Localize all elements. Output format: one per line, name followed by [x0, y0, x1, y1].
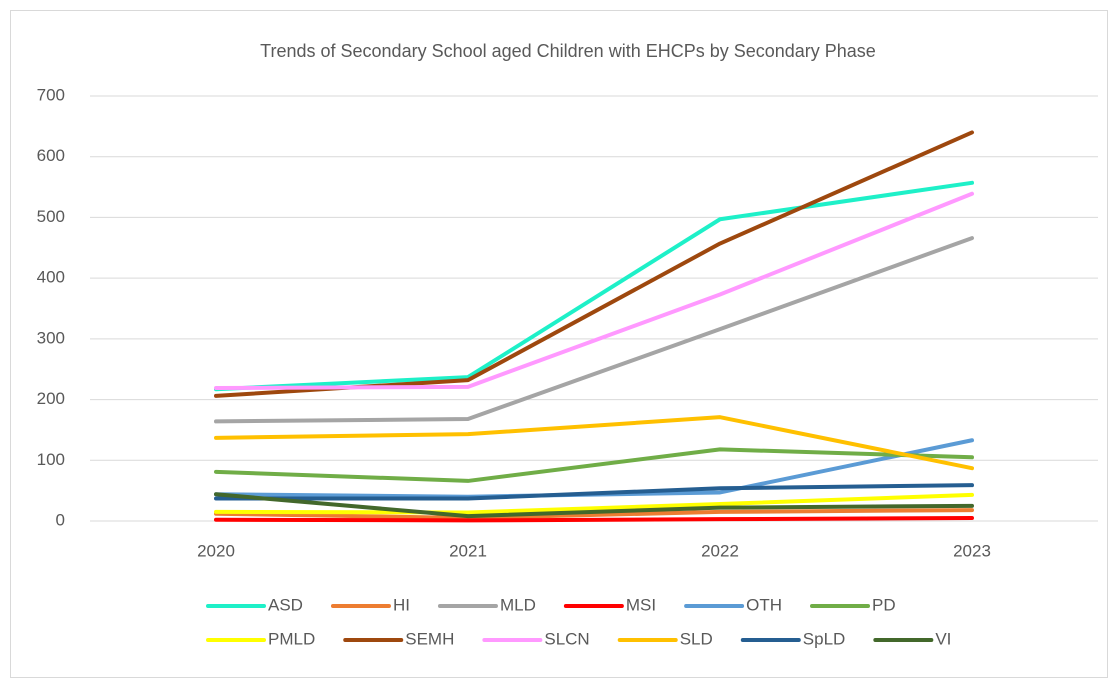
legend-label: ASD [268, 595, 303, 614]
x-tick-label: 2020 [197, 541, 235, 560]
series-line [214, 483, 974, 501]
y-tick-label: 0 [56, 510, 65, 529]
x-tick-label: 2022 [701, 541, 739, 560]
chart-title: Trends of Secondary School aged Children… [260, 41, 876, 61]
y-tick-label: 200 [37, 389, 65, 408]
series-line [214, 492, 974, 515]
legend-label: PMLD [268, 629, 315, 648]
y-tick-label: 600 [37, 146, 65, 165]
y-tick-label: 400 [37, 268, 65, 287]
y-tick-label: 300 [37, 328, 65, 347]
series-line [214, 492, 974, 519]
series-line [214, 515, 974, 523]
series-line [214, 180, 974, 392]
legend-label: VI [935, 629, 951, 648]
legend-label: SLCN [544, 629, 589, 648]
series-line [214, 415, 974, 471]
series-line [214, 236, 974, 424]
y-tick-label: 500 [37, 207, 65, 226]
legend-label: SEMH [405, 629, 454, 648]
x-tick-label: 2023 [953, 541, 991, 560]
series-line [214, 191, 974, 391]
series-line [214, 508, 974, 520]
chart-frame [10, 10, 1108, 678]
y-tick-label: 700 [37, 85, 65, 104]
legend-label: SpLD [803, 629, 846, 648]
legend-label: SLD [680, 629, 713, 648]
legend-label: PD [872, 595, 896, 614]
x-tick-label: 2021 [449, 541, 487, 560]
legend-label: HI [393, 595, 410, 614]
y-tick-label: 100 [37, 450, 65, 469]
legend-label: OTH [746, 595, 782, 614]
legend-label: MSI [626, 595, 656, 614]
series-line [214, 447, 974, 483]
legend-label: MLD [500, 595, 536, 614]
